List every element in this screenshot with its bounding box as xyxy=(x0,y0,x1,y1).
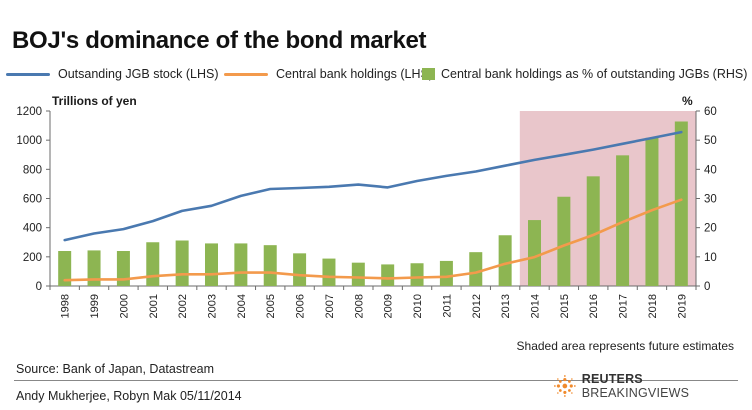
x-tick-label: 2010 xyxy=(412,294,424,318)
x-tick-label: 2015 xyxy=(559,294,571,318)
x-tick-label: 2017 xyxy=(618,294,630,318)
legend-label-pct: Central bank holdings as % of outstandin… xyxy=(441,67,748,81)
x-tick-label: 2012 xyxy=(471,294,483,318)
pct-bar xyxy=(674,121,688,286)
pct-bar xyxy=(351,262,365,286)
pct-bar xyxy=(263,245,277,286)
pct-bar xyxy=(498,235,512,286)
left-tick-label: 1200 xyxy=(16,106,42,118)
pct-bar xyxy=(557,196,571,286)
right-tick-label: 20 xyxy=(704,223,717,235)
legend-swatch-holdings xyxy=(224,72,268,76)
legend-label-stock: Outsanding JGB stock (LHS) xyxy=(58,67,219,81)
x-tick-label: 2014 xyxy=(530,294,542,318)
left-tick-label: 200 xyxy=(23,252,42,264)
x-tick-label: 2003 xyxy=(207,294,219,318)
holdings-line xyxy=(63,198,683,282)
x-tick-label: 2006 xyxy=(295,294,307,318)
x-tick-label: 2016 xyxy=(588,294,600,318)
future-estimate-shade xyxy=(519,111,696,286)
right-tick-label: 0 xyxy=(704,281,710,293)
chart-title: BOJ's dominance of the bond market xyxy=(12,27,427,54)
left-tick-label: 1000 xyxy=(16,135,42,147)
logo-brand: REUTERS xyxy=(581,372,643,386)
pct-bar xyxy=(645,137,659,286)
pct-bar xyxy=(616,155,630,286)
pct-bar xyxy=(381,264,395,286)
pct-bar xyxy=(293,253,307,286)
x-tick-label: 1999 xyxy=(89,294,101,318)
pct-bar xyxy=(234,243,248,286)
right-tick-label: 50 xyxy=(704,135,717,147)
pct-bar xyxy=(116,251,130,286)
source-text: Source: Bank of Japan, Datastream xyxy=(16,362,215,376)
x-tick-label: 2011 xyxy=(441,294,453,318)
pct-bar xyxy=(410,263,424,286)
reuters-breakingviews-logo: REUTERS BREAKINGVIEWS xyxy=(553,372,752,400)
pct-bar xyxy=(205,243,218,286)
x-tick-label: 2018 xyxy=(647,294,659,318)
legend-swatch-stock xyxy=(6,72,50,76)
x-tick-label: 2001 xyxy=(148,294,160,318)
x-tick-label: 2008 xyxy=(353,294,365,318)
legend-swatch-pct xyxy=(422,68,435,80)
x-tick-label: 1998 xyxy=(60,294,72,318)
left-axis-title: Trillions of yen xyxy=(52,94,137,108)
pct-bar xyxy=(586,176,600,286)
x-tick-label: 2004 xyxy=(236,294,248,318)
pct-bar xyxy=(322,258,336,286)
x-tick-label: 2019 xyxy=(676,294,688,318)
footer-divider xyxy=(14,380,738,381)
x-tick-label: 2007 xyxy=(324,294,336,318)
logo-product: BREAKINGVIEWS xyxy=(581,386,690,400)
pct-bar xyxy=(528,220,541,286)
pct-bar xyxy=(175,240,189,286)
left-tick-label: 600 xyxy=(23,194,42,206)
pct-bar xyxy=(469,252,483,286)
shaded-area-note: Shaded area represents future estimates xyxy=(516,339,734,353)
left-tick-label: 400 xyxy=(23,223,42,235)
pct-bar xyxy=(87,250,101,286)
x-tick-label: 2009 xyxy=(383,294,395,318)
right-tick-label: 30 xyxy=(704,194,717,206)
left-tick-label: 0 xyxy=(36,281,42,293)
stock-line xyxy=(63,130,683,242)
pct-bar xyxy=(439,260,453,286)
legend-item-holdings: Central bank holdings (LHS) xyxy=(224,67,433,81)
left-tick-label: 800 xyxy=(23,164,42,176)
legend-label-holdings: Central bank holdings (LHS) xyxy=(276,67,434,81)
right-tick-label: 10 xyxy=(704,252,717,264)
x-tick-label: 2000 xyxy=(118,294,130,318)
right-tick-label: 60 xyxy=(704,106,717,118)
pct-bar xyxy=(58,251,72,286)
pct-bar xyxy=(146,242,160,286)
author-credit: Andy Mukherjee, Robyn Mak 05/11/2014 xyxy=(16,389,242,403)
x-tick-label: 2013 xyxy=(500,294,512,318)
legend-item-stock: Outsanding JGB stock (LHS) xyxy=(6,67,218,81)
right-tick-label: 40 xyxy=(704,164,717,176)
x-tick-label: 2005 xyxy=(265,294,277,318)
right-axis-title: % xyxy=(682,94,693,108)
reuters-dot-logo-icon xyxy=(553,375,576,397)
x-tick-label: 2002 xyxy=(177,294,189,318)
legend-item-pct: Central bank holdings as % of outstandin… xyxy=(422,67,747,81)
chart-legend: Outsanding JGB stock (LHS) Central bank … xyxy=(6,67,747,83)
